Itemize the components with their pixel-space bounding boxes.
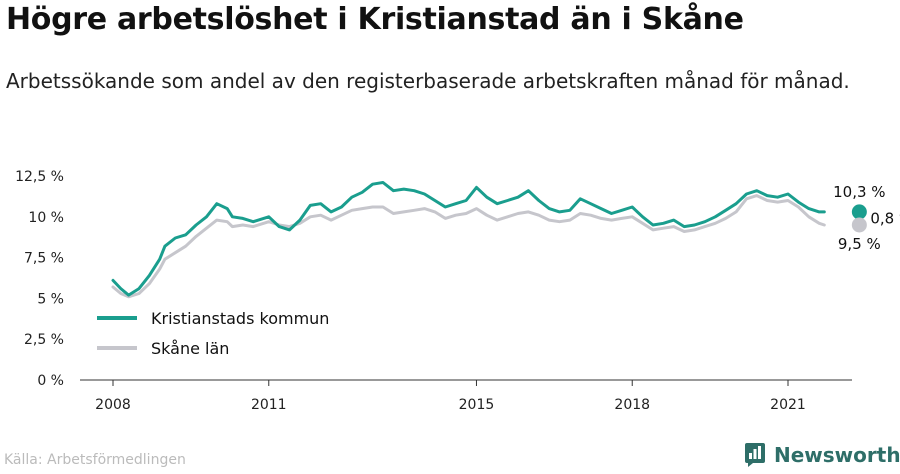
brand-logo: Newsworthy (744, 442, 900, 468)
x-tick-label: 2018 (614, 397, 650, 413)
x-axis: 2008 2011 2015 2018 2021 (80, 379, 852, 413)
data-label-kristianstad: 10,3 % (833, 183, 885, 201)
x-tick-label: 2008 (95, 397, 131, 413)
newsworthy-icon (745, 443, 765, 467)
legend-label: Kristianstads kommun (151, 309, 329, 328)
legend-label: Skåne län (151, 339, 229, 358)
brand-name: Newsworthy (774, 443, 900, 467)
series-line-skane (111, 194, 826, 299)
endpoint-marker-skane (851, 217, 867, 233)
x-tick-label: 2011 (251, 397, 287, 413)
chart-subtitle: Arbetssökande som andel av den registerb… (6, 69, 850, 93)
y-tick-label: 12,5 % (15, 169, 64, 185)
annotations: 10,3 % 0,8 % 9,5 % (833, 183, 900, 253)
series-line-kristianstad (111, 181, 826, 297)
y-axis: 0 % 2,5 % 5 % 7,5 % 10 % 12,5 % (15, 169, 64, 389)
chart-title: Högre arbetslöshet i Kristianstad än i S… (6, 2, 744, 37)
y-tick-label: 10 % (28, 210, 64, 226)
data-label-skane: 9,5 % (838, 235, 881, 253)
x-tick-label: 2021 (770, 397, 806, 413)
legend-background (88, 302, 356, 364)
y-tick-label: 2,5 % (24, 332, 64, 348)
endpoint-marker-kristianstad (851, 204, 867, 220)
source-note: Källa: Arbetsförmedlingen (4, 452, 186, 468)
y-tick-label: 7,5 % (24, 251, 64, 267)
y-tick-label: 5 % (37, 291, 64, 307)
x-tick-label: 2015 (459, 397, 495, 413)
series-lines (111, 181, 826, 299)
legend: Kristianstads kommun Skåne län (88, 302, 356, 364)
data-label-difference: 0,8 % (870, 209, 900, 227)
y-tick-label: 0 % (37, 373, 64, 389)
